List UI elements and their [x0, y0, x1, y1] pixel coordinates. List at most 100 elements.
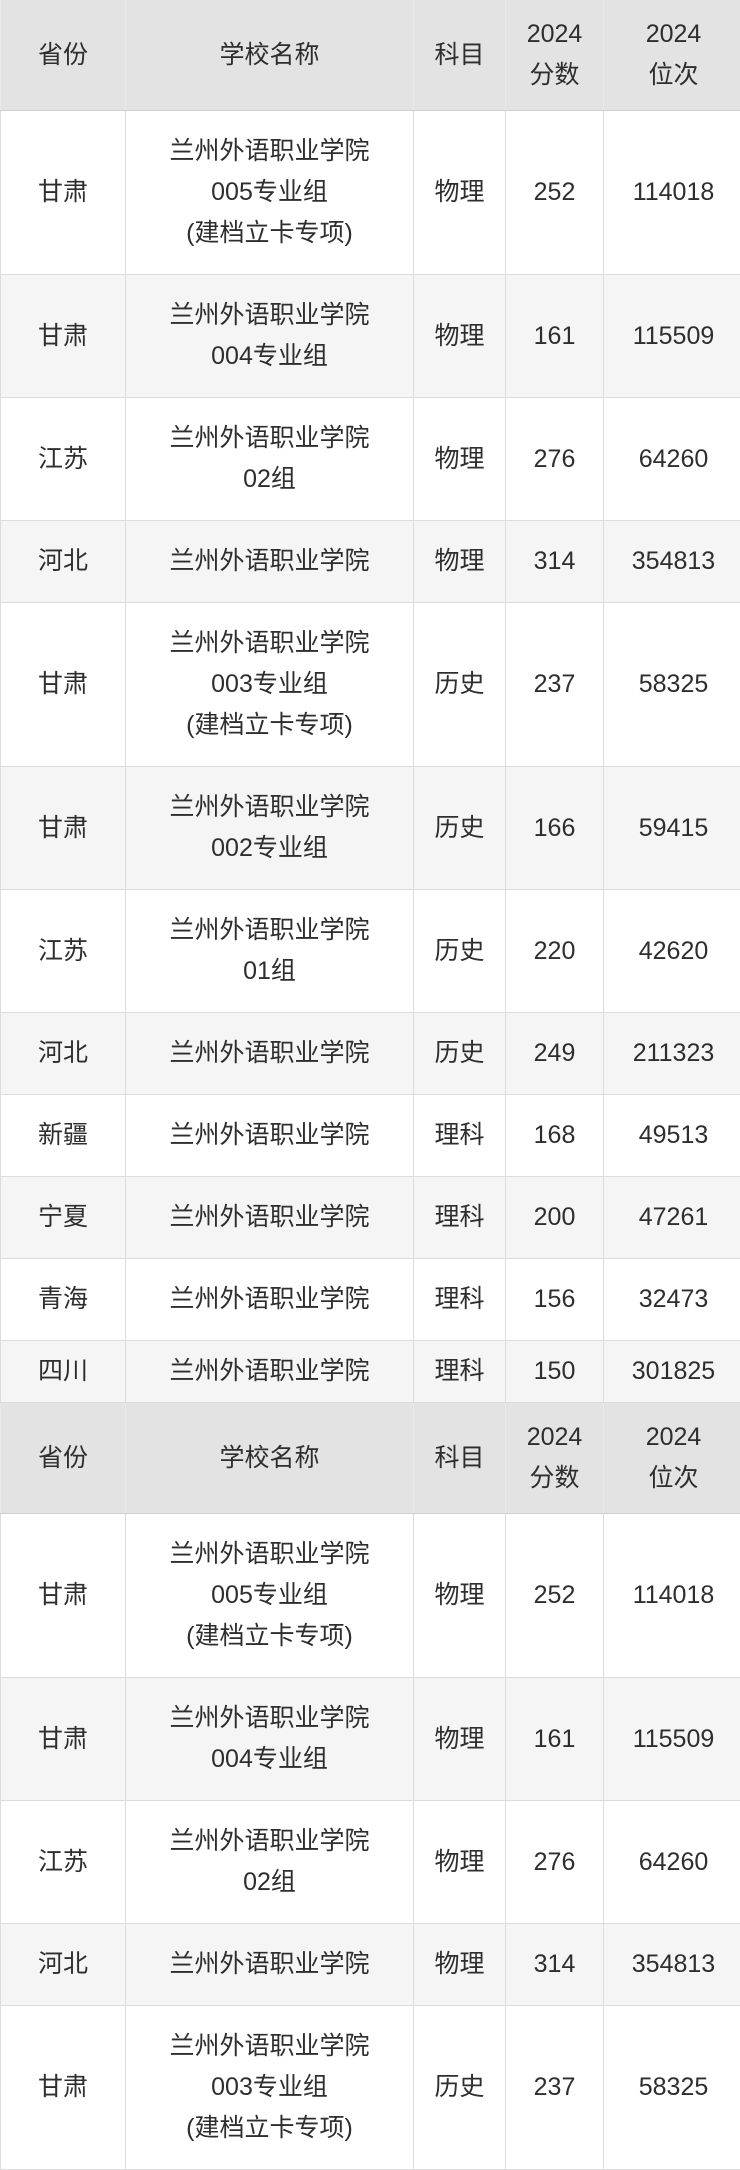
cell-2024-score: 168 [506, 1095, 604, 1177]
cell-2024-score: 314 [506, 521, 604, 603]
cell-school-name: 兰州外语职业学院 [126, 1095, 414, 1177]
cell-province: 青海 [1, 1259, 126, 1341]
cell-province: 四川 [1, 1341, 126, 1403]
cell-2024-score: 237 [506, 603, 604, 767]
cell-2024-rank: 64260 [604, 1801, 740, 1924]
cell-school-name: 兰州外语职业学院 004专业组 [126, 1678, 414, 1801]
cell-school-name: 兰州外语职业学院 [126, 1341, 414, 1403]
cell-2024-score: 314 [506, 1924, 604, 2006]
cell-subject: 理科 [414, 1177, 506, 1259]
cell-school-name: 兰州外语职业学院 004专业组 [126, 275, 414, 398]
cell-subject: 物理 [414, 111, 506, 275]
cell-school-name: 兰州外语职业学院 002专业组 [126, 767, 414, 890]
cell-province: 新疆 [1, 1095, 126, 1177]
cell-2024-rank: 114018 [604, 1514, 740, 1678]
table-row: 河北 兰州外语职业学院 历史 249 211323 [1, 1013, 740, 1095]
header-2024-score: 2024 分数 [506, 0, 604, 111]
cell-2024-rank: 59415 [604, 767, 740, 890]
cell-2024-score: 220 [506, 890, 604, 1013]
cell-school-name: 兰州外语职业学院 003专业组 (建档立卡专项) [126, 603, 414, 767]
cell-subject: 物理 [414, 275, 506, 398]
header-2024-score: 2024 分数 [506, 1403, 604, 1514]
cell-2024-score: 252 [506, 1514, 604, 1678]
cell-school-name: 兰州外语职业学院 [126, 1013, 414, 1095]
cell-2024-score: 252 [506, 111, 604, 275]
cell-2024-score: 237 [506, 2006, 604, 2170]
cell-subject: 物理 [414, 521, 506, 603]
cell-2024-rank: 58325 [604, 603, 740, 767]
table-row: 甘肃 兰州外语职业学院 005专业组 (建档立卡专项) 物理 252 11401… [1, 111, 740, 275]
cell-subject: 理科 [414, 1095, 506, 1177]
cell-province: 甘肃 [1, 111, 126, 275]
cell-school-name: 兰州外语职业学院 [126, 1177, 414, 1259]
cell-2024-rank: 58325 [604, 2006, 740, 2170]
cell-2024-rank: 354813 [604, 521, 740, 603]
cell-subject: 理科 [414, 1259, 506, 1341]
table-row: 甘肃 兰州外语职业学院 003专业组 (建档立卡专项) 历史 237 58325 [1, 2006, 740, 2170]
cell-2024-rank: 32473 [604, 1259, 740, 1341]
table-row: 甘肃 兰州外语职业学院 004专业组 物理 161 115509 [1, 1678, 740, 1801]
cell-province: 江苏 [1, 398, 126, 521]
cell-subject: 历史 [414, 603, 506, 767]
cell-school-name: 兰州外语职业学院 [126, 1259, 414, 1341]
cell-province: 江苏 [1, 1801, 126, 1924]
cell-school-name: 兰州外语职业学院 02组 [126, 1801, 414, 1924]
cell-subject: 物理 [414, 1678, 506, 1801]
table-row: 青海 兰州外语职业学院 理科 156 32473 [1, 1259, 740, 1341]
cell-2024-score: 276 [506, 398, 604, 521]
table-row: 河北 兰州外语职业学院 物理 314 354813 [1, 1924, 740, 2006]
cell-subject: 历史 [414, 767, 506, 890]
cell-2024-score: 150 [506, 1341, 604, 1403]
cell-province: 河北 [1, 1924, 126, 2006]
table-row: 河北 兰州外语职业学院 物理 314 354813 [1, 521, 740, 603]
cell-subject: 物理 [414, 1924, 506, 2006]
header-province: 省份 [1, 1403, 126, 1514]
cell-2024-rank: 64260 [604, 398, 740, 521]
header-subject: 科目 [414, 1403, 506, 1514]
table-row: 甘肃 兰州外语职业学院 003专业组 (建档立卡专项) 历史 237 58325 [1, 603, 740, 767]
table-row: 四川 兰州外语职业学院 理科 150 301825 [1, 1341, 740, 1403]
cell-subject: 物理 [414, 1801, 506, 1924]
cell-2024-rank: 42620 [604, 890, 740, 1013]
cell-subject: 历史 [414, 1013, 506, 1095]
cell-province: 甘肃 [1, 1514, 126, 1678]
cell-2024-score: 161 [506, 1678, 604, 1801]
cell-province: 甘肃 [1, 1678, 126, 1801]
header-subject: 科目 [414, 0, 506, 111]
table-row: 甘肃 兰州外语职业学院 002专业组 历史 166 59415 [1, 767, 740, 890]
cell-province: 甘肃 [1, 603, 126, 767]
table-row: 甘肃 兰州外语职业学院 004专业组 物理 161 115509 [1, 275, 740, 398]
cell-subject: 历史 [414, 2006, 506, 2170]
cell-subject: 物理 [414, 398, 506, 521]
cell-school-name: 兰州外语职业学院 005专业组 (建档立卡专项) [126, 111, 414, 275]
cell-province: 河北 [1, 1013, 126, 1095]
cell-school-name: 兰州外语职业学院 02组 [126, 398, 414, 521]
table-header-row: 省份 学校名称 科目 2024 分数 2024 位次 [1, 0, 740, 111]
cell-2024-rank: 49513 [604, 1095, 740, 1177]
cell-school-name: 兰州外语职业学院 003专业组 (建档立卡专项) [126, 2006, 414, 2170]
cell-2024-score: 276 [506, 1801, 604, 1924]
cell-subject: 物理 [414, 1514, 506, 1678]
table-row: 宁夏 兰州外语职业学院 理科 200 47261 [1, 1177, 740, 1259]
table-row: 江苏 兰州外语职业学院 01组 历史 220 42620 [1, 890, 740, 1013]
cell-subject: 理科 [414, 1341, 506, 1403]
header-2024-rank: 2024 位次 [604, 1403, 740, 1514]
cell-subject: 历史 [414, 890, 506, 1013]
cell-province: 河北 [1, 521, 126, 603]
cell-2024-rank: 115509 [604, 275, 740, 398]
cell-province: 宁夏 [1, 1177, 126, 1259]
cell-2024-score: 200 [506, 1177, 604, 1259]
cell-school-name: 兰州外语职业学院 [126, 521, 414, 603]
cell-school-name: 兰州外语职业学院 01组 [126, 890, 414, 1013]
cell-2024-rank: 114018 [604, 111, 740, 275]
table-row: 江苏 兰州外语职业学院 02组 物理 276 64260 [1, 398, 740, 521]
table-row: 江苏 兰州外语职业学院 02组 物理 276 64260 [1, 1801, 740, 1924]
cell-2024-score: 161 [506, 275, 604, 398]
cell-2024-rank: 47261 [604, 1177, 740, 1259]
cell-province: 甘肃 [1, 275, 126, 398]
cell-2024-rank: 211323 [604, 1013, 740, 1095]
table-row: 甘肃 兰州外语职业学院 005专业组 (建档立卡专项) 物理 252 11401… [1, 1514, 740, 1678]
cell-2024-rank: 115509 [604, 1678, 740, 1801]
cell-province: 甘肃 [1, 767, 126, 890]
